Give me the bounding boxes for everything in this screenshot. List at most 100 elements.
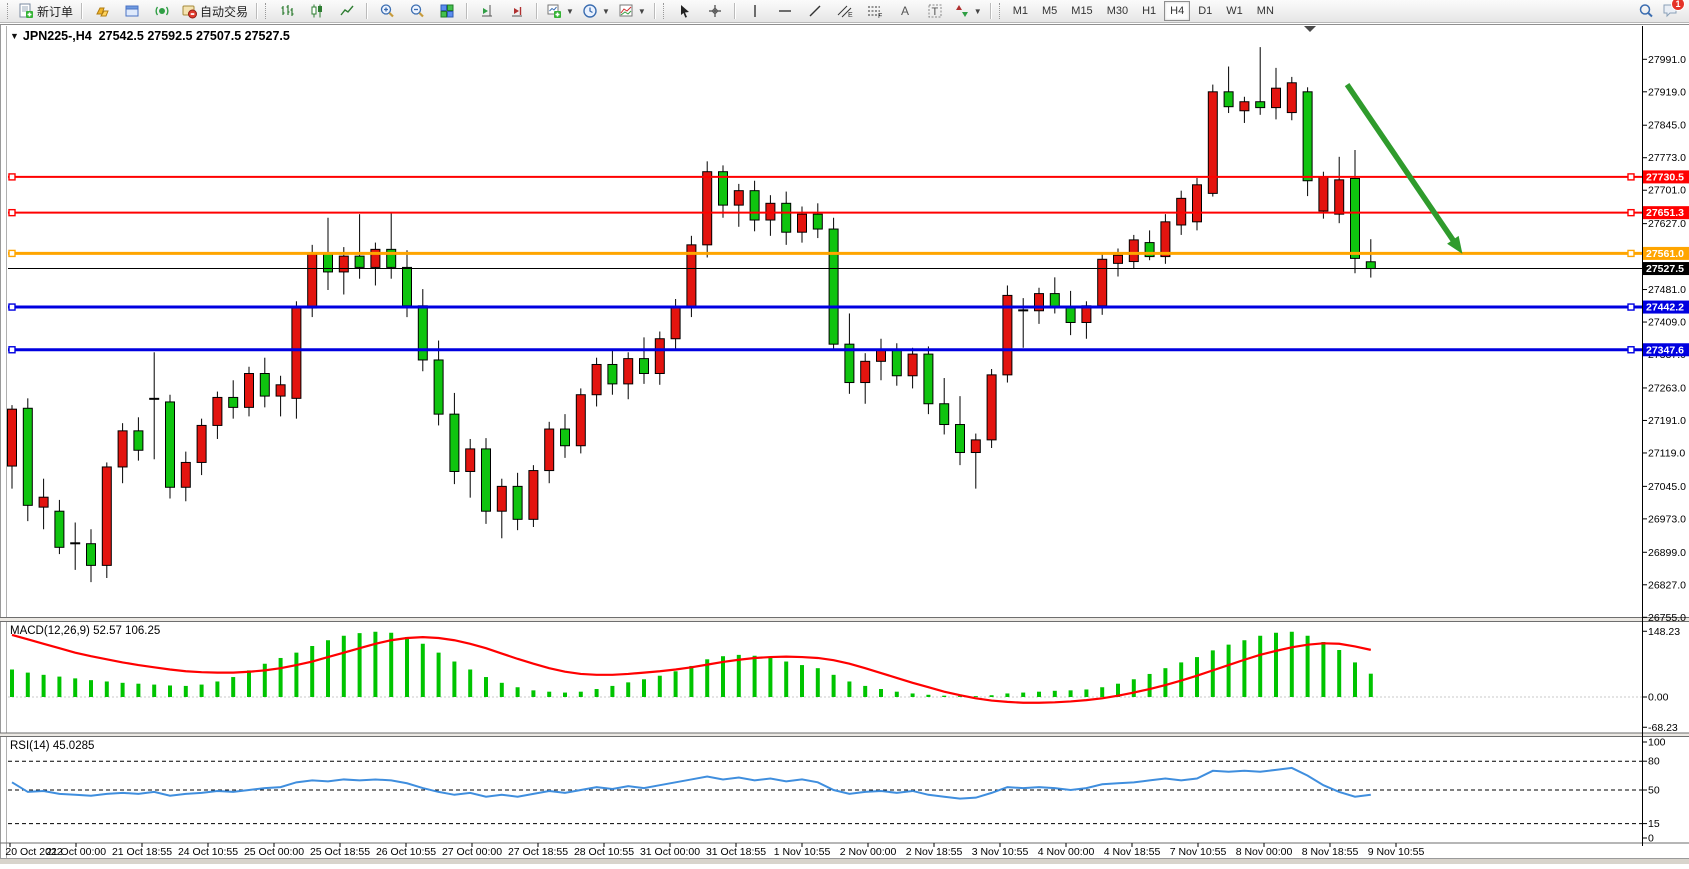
time-label: 9 Nov 10:55: [1368, 846, 1425, 858]
annotation-arrow-shaft: [1344, 83, 1459, 247]
new-chart-icon: [547, 4, 562, 18]
candle-49: [781, 202, 792, 233]
trendline-tool-button[interactable]: [800, 0, 830, 22]
cursor-tool-button[interactable]: [670, 0, 700, 22]
candle-36: [575, 394, 586, 447]
new-order-icon: [19, 3, 33, 18]
level-price-label: 27347.6: [1646, 344, 1684, 356]
tile-windows-button[interactable]: [432, 0, 462, 22]
candle-34: [544, 428, 555, 472]
autotrading-label: 自动交易: [200, 4, 249, 19]
vline-tool-button[interactable]: [740, 0, 770, 22]
new-chart-button[interactable]: ▼: [542, 0, 578, 22]
data-window-icon: [125, 5, 139, 17]
time-label: 3 Nov 10:55: [972, 846, 1029, 858]
chart-shift-marker[interactable]: [1304, 26, 1316, 32]
chart-info-line: ▼ JPN225-,H4 27542.5 27592.5 27507.5 2752…: [10, 29, 290, 43]
fibonacci-tool-button[interactable]: F: [860, 0, 890, 22]
toolbar-grip: [998, 3, 1003, 19]
hline-tool-button[interactable]: [770, 0, 800, 22]
candle-86: [1365, 261, 1376, 270]
timeframe-button-m30[interactable]: M30: [1106, 5, 1129, 17]
crosshair-tool-button[interactable]: [700, 0, 730, 22]
candle-59: [939, 403, 950, 426]
candle-67: [1065, 306, 1076, 323]
level-price-label: 27442.2: [1646, 302, 1684, 314]
candle-10: [165, 401, 175, 488]
chart-period-button[interactable]: ▼: [578, 0, 614, 22]
zoom-in-icon: [380, 4, 394, 18]
notifications-button[interactable]: 1: [1662, 0, 1685, 21]
candle-29: [465, 448, 476, 472]
chart-shift-icon: [482, 5, 493, 17]
timeframe-button-m5[interactable]: M5: [1042, 5, 1058, 17]
candle-23: [370, 248, 381, 268]
candle-71: [1128, 239, 1139, 263]
candle-37: [591, 363, 602, 396]
time-label: 4 Nov 18:55: [1104, 846, 1161, 858]
zoom-out-button[interactable]: [402, 0, 432, 22]
price-tick: 26755.0: [1648, 612, 1686, 624]
candle-16: [259, 373, 270, 397]
toolbar-separator: [733, 3, 736, 19]
candle-55: [876, 349, 886, 362]
data-window-button[interactable]: [117, 0, 147, 22]
candle-27: [433, 359, 444, 415]
text-label-tool-button[interactable]: T: [920, 0, 950, 22]
time-label: 21 Oct 18:55: [112, 846, 172, 858]
timeframe-button-w1[interactable]: W1: [1226, 5, 1243, 17]
timeframe-button-h4[interactable]: H4: [1164, 1, 1191, 21]
line-chart-mode-button[interactable]: [332, 0, 362, 22]
indicators-button[interactable]: ▼: [614, 0, 650, 22]
channel-tool-button[interactable]: E: [830, 0, 860, 22]
autotrading-button[interactable]: 自动交易: [177, 0, 252, 22]
bar-chart-mode-button[interactable]: [272, 0, 302, 22]
timeframe-button-mn[interactable]: MN: [1256, 5, 1274, 17]
price-tick: 27263.0: [1648, 382, 1686, 394]
rsi-tick: 0: [1648, 833, 1654, 845]
candle-5: [86, 543, 96, 566]
candle-26: [417, 305, 428, 361]
macd-tick: -68.23: [1648, 722, 1678, 734]
macd-tick: 148.23: [1648, 626, 1680, 638]
new-order-button[interactable]: 新订单: [14, 0, 77, 22]
candle-53: [844, 343, 855, 384]
chevron-down-icon[interactable]: ▼: [10, 31, 19, 41]
time-label: 26 Oct 10:55: [376, 846, 436, 858]
search-icon[interactable]: [1638, 3, 1654, 19]
arrows-tool-button[interactable]: ▼: [950, 0, 986, 22]
candle-63: [1002, 294, 1013, 376]
text-tool-button[interactable]: A: [890, 0, 920, 22]
candlestick-icon: [311, 4, 323, 18]
timeframe-button-m1[interactable]: M1: [1012, 5, 1028, 17]
price-tick: 27409.0: [1648, 317, 1686, 329]
candle-52: [828, 228, 839, 345]
toolbar-separator: [989, 3, 992, 19]
gold-bars-icon: [96, 7, 109, 17]
candle-13: [212, 396, 223, 426]
dropdown-caret: ▼: [637, 6, 646, 16]
crosshair-icon: [708, 5, 721, 17]
notification-badge: 1: [1671, 0, 1685, 11]
market-watch-button[interactable]: [87, 0, 117, 22]
candle-80: [1271, 87, 1281, 109]
time-label: 25 Oct 18:55: [310, 846, 370, 858]
strategy-tester-button[interactable]: [147, 0, 177, 22]
timeframe-button-d1[interactable]: D1: [1198, 5, 1213, 17]
toolbar-grip: [7, 3, 11, 19]
zoom-in-button[interactable]: [372, 0, 402, 22]
auto-scroll-button[interactable]: [502, 0, 532, 22]
candlestick-mode-button[interactable]: [302, 0, 332, 22]
candle-3: [54, 510, 65, 548]
candle-64: [1018, 309, 1029, 312]
timeframe-button-m15[interactable]: M15: [1071, 5, 1093, 17]
macd-indicator-label: MACD(12,26,9) 52.57 106.25: [10, 625, 161, 637]
candle-70: [1113, 254, 1123, 264]
timeframe-button-h1[interactable]: H1: [1142, 5, 1157, 17]
candle-0: [7, 408, 17, 467]
time-label: 27 Oct 00:00: [442, 846, 502, 858]
candle-47: [749, 190, 760, 221]
chart-shift-button[interactable]: [472, 0, 502, 22]
time-label: 24 Oct 10:55: [178, 846, 238, 858]
